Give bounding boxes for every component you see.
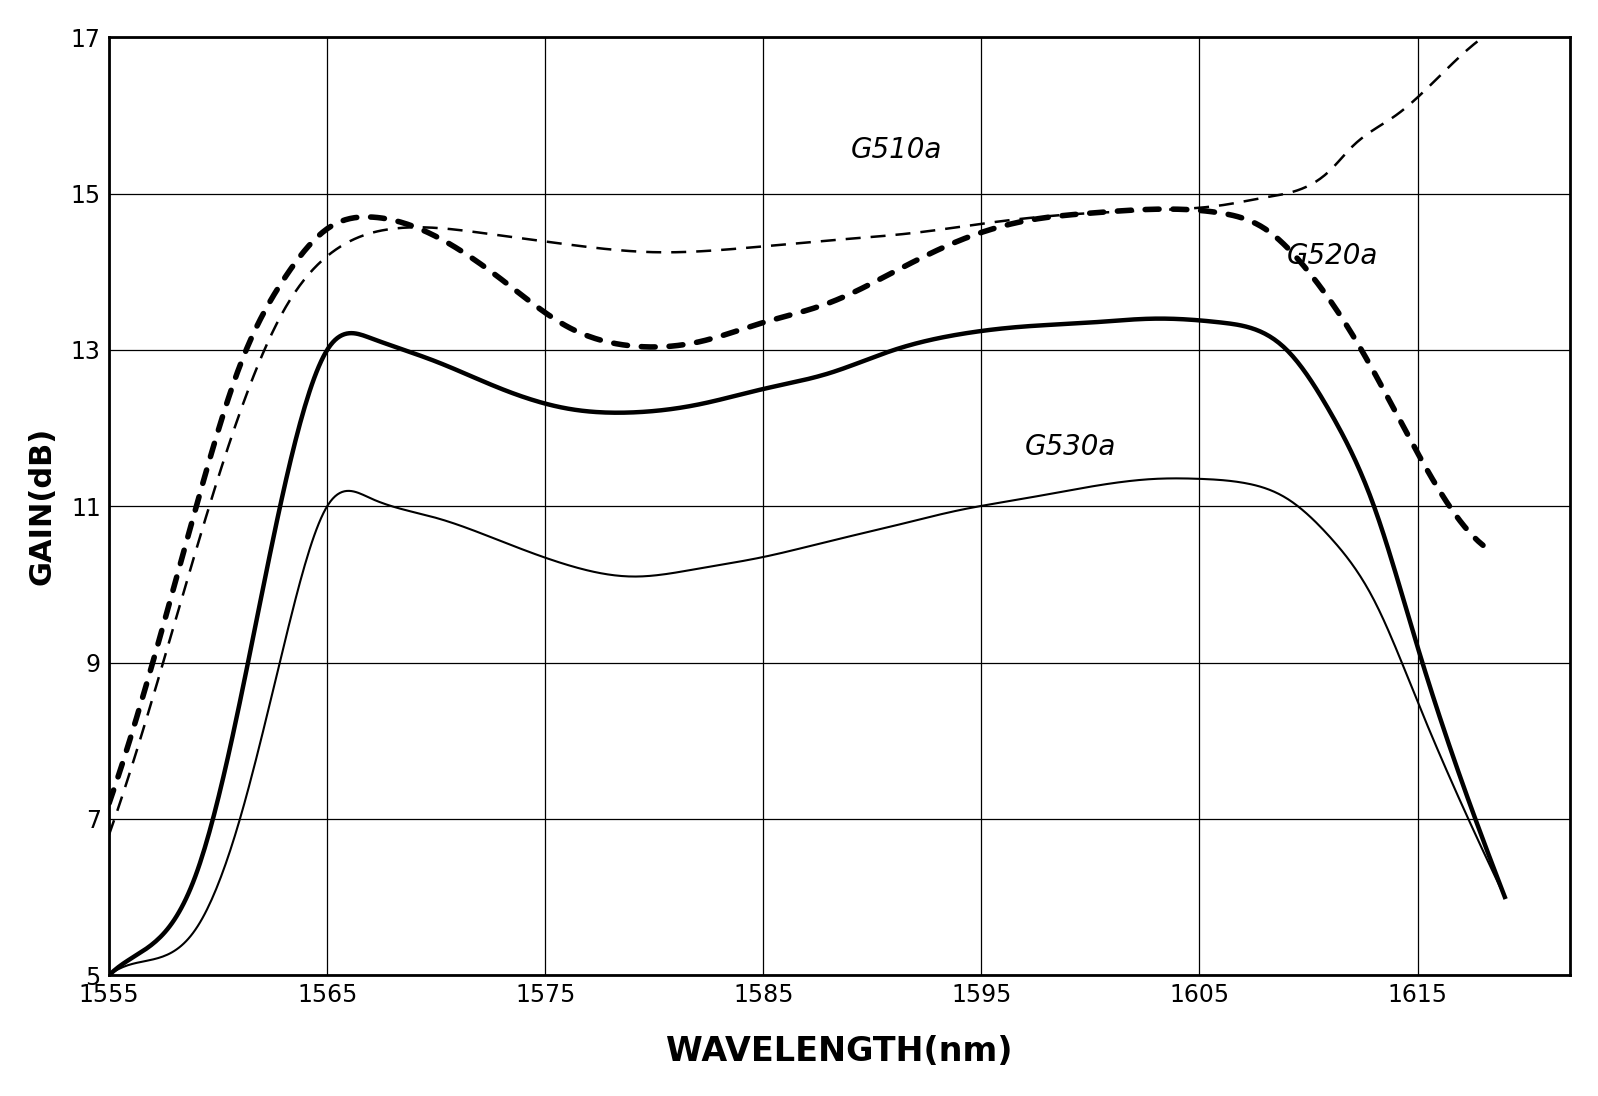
Text: G510a: G510a	[850, 136, 941, 164]
Text: G520a: G520a	[1286, 242, 1377, 270]
Text: G530a: G530a	[1024, 433, 1117, 461]
X-axis label: WAVELENGTH(nm): WAVELENGTH(nm)	[666, 1036, 1013, 1069]
Y-axis label: GAIN(dB): GAIN(dB)	[27, 427, 58, 585]
